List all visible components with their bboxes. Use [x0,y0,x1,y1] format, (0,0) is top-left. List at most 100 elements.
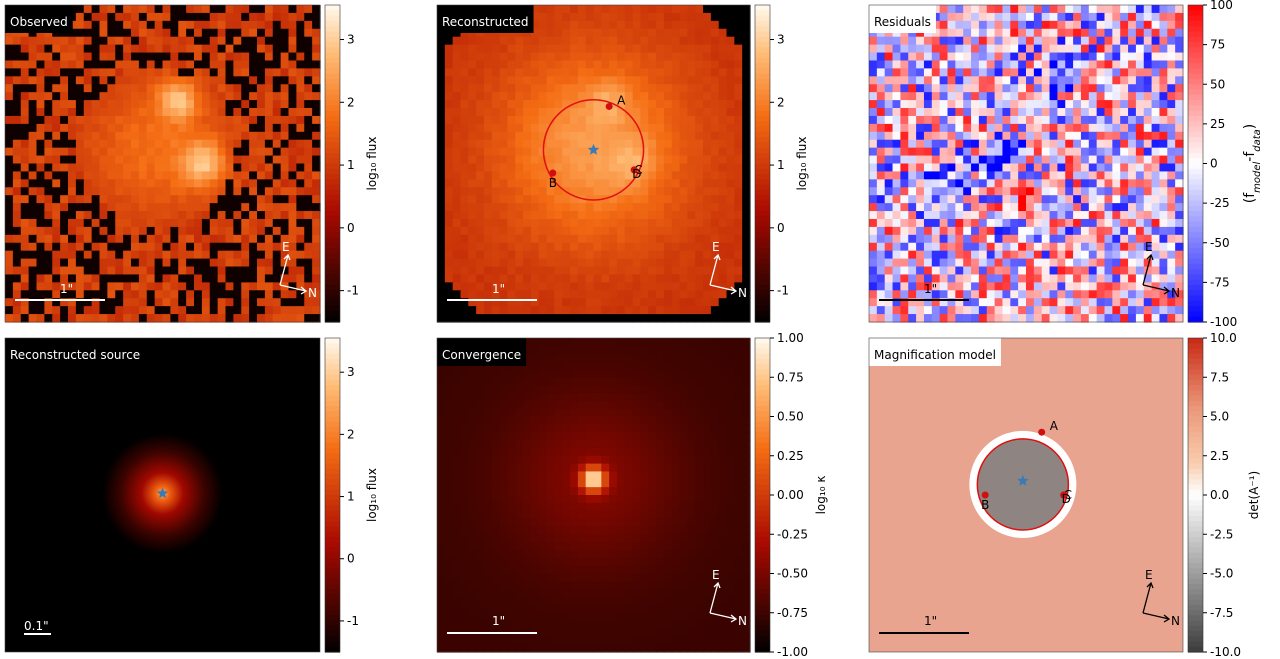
pixel [138,250,148,260]
pixel [955,163,964,173]
pixel [703,282,712,291]
pixel [1049,171,1058,180]
pixel [146,123,156,133]
pixel [99,5,108,14]
pixel [1033,226,1043,236]
pixel [460,131,469,141]
pixel [131,250,140,260]
pixel [931,203,941,212]
pixel [257,242,266,252]
pixel [876,314,886,323]
pixel [1128,258,1137,268]
pixel [986,282,996,291]
pixel [272,203,282,212]
pixel [742,226,751,236]
pixel [986,306,996,315]
pixel [530,187,540,196]
pixel [437,68,446,77]
pixel [515,179,524,188]
pixel [734,28,743,38]
pixel [616,108,626,117]
pixel [249,92,258,101]
pixel [146,274,156,283]
pixel [1088,179,1098,188]
pixel [99,76,108,85]
pixel [170,123,179,133]
pixel [241,226,250,236]
pixel [892,211,901,220]
pixel [1010,282,1019,291]
pixel [483,36,493,46]
pixel [742,290,751,299]
pixel [52,298,61,307]
pixel [923,298,933,307]
pixel [131,60,140,70]
pixel [624,250,634,260]
pixel [695,314,704,323]
pixel [955,211,964,220]
pixel [288,108,297,117]
pixel [570,76,579,85]
pixel [1096,163,1106,173]
pixel [437,218,446,228]
pixel [900,108,909,117]
pixel [1112,100,1121,109]
pixel [1033,5,1043,14]
pixel [194,187,203,196]
pixel [241,139,250,149]
pixel [444,76,454,85]
pixel [908,123,917,133]
pixel [249,211,258,220]
pixel [923,155,933,165]
pixel [530,258,540,268]
pixel [91,250,101,260]
pixel [562,131,571,141]
pixel [241,44,250,54]
pixel [1167,76,1176,85]
pixel [1128,28,1137,38]
pixel [44,306,53,315]
pixel [146,28,156,38]
pixel [1026,290,1035,299]
pixel [710,52,720,62]
pixel [264,171,274,180]
pixel [162,218,171,228]
pixel [601,84,610,93]
pixel [115,68,124,77]
pixel [170,131,179,141]
pixel [312,298,321,307]
pixel [1026,28,1035,38]
pixel [931,250,941,260]
pixel [225,218,234,228]
pixel [986,12,996,22]
colorbar-tick-label: 0 [777,221,785,235]
pixel [186,5,195,14]
pixel [593,163,602,173]
pixel [217,28,227,38]
colorbar-cell [1188,36,1203,43]
pixel [1010,139,1019,149]
pixel [272,123,282,133]
pixel [178,274,187,283]
pixel [710,5,720,14]
pixel [947,36,956,46]
colorbar-cell [1188,20,1203,27]
pixel [718,108,728,117]
pixel [107,147,116,157]
pixel [616,100,626,109]
pixel [178,298,187,307]
pixel [1080,187,1090,196]
pixel [154,226,164,236]
pixel [734,250,743,260]
pixel [468,139,477,149]
colorbar-cell [325,47,340,54]
pixel [123,203,132,212]
pixel [154,274,164,283]
pixel [994,20,1004,30]
pixel [1120,20,1129,30]
pixel [288,163,297,173]
pixel [264,234,274,244]
pixel [971,171,980,180]
pixel [201,211,211,220]
pixel [1073,44,1082,54]
